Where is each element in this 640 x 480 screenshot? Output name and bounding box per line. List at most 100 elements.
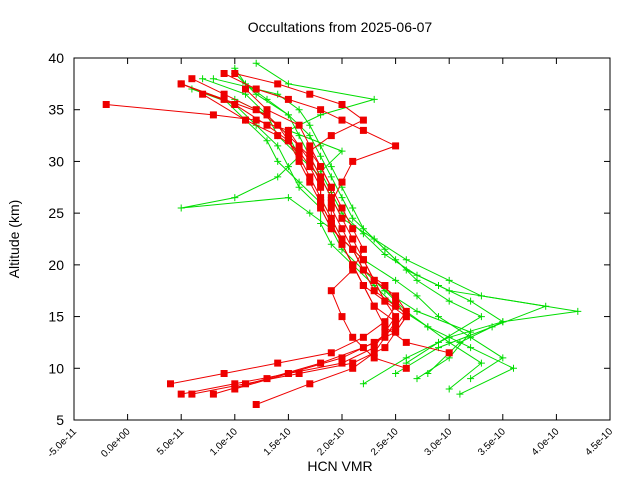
- series-0-profile-3-point-0: [413, 375, 421, 383]
- series-1-profile-4-point-15: [295, 121, 303, 129]
- y-tick-label-7: 40: [48, 50, 64, 66]
- series-1-profile-2-point-10: [338, 235, 346, 243]
- series-0-profile-6-point-13: [263, 95, 271, 103]
- series-1-profile-4-point-4: [392, 328, 400, 336]
- series-0-profile-6-point-2: [477, 313, 485, 321]
- series-1-profile-0-point-5: [381, 328, 389, 336]
- series-1-profile-4-point-2: [317, 359, 325, 367]
- series-0-profile-4-point-11: [177, 204, 185, 212]
- series-0-profile-6-point-1: [435, 338, 442, 346]
- series-1-profile-5-point-7: [327, 220, 335, 227]
- series-1-profile-4-point-10: [338, 225, 346, 233]
- series-0-profile-4-point-1: [510, 364, 517, 372]
- y-axis-label: Altitude (km): [6, 200, 22, 279]
- series-0-profile-5-point-1: [456, 338, 464, 346]
- series-1-profile-7-line: [181, 83, 407, 390]
- series-0-profile-4-point-13: [274, 173, 282, 181]
- series-0-profile-5-point-7: [359, 225, 367, 233]
- series-0-profile-5-point-0: [424, 370, 432, 377]
- series-0-profile-2-line: [181, 83, 483, 390]
- series-0-profile-3-point-9: [295, 183, 303, 191]
- series-0-profile-0-point-12: [317, 152, 325, 160]
- series-1-profile-2-point-2: [295, 370, 303, 377]
- series-1-profile-2-point-4: [381, 344, 389, 352]
- series-1-profile-3-point-5: [392, 318, 400, 326]
- series-1-profile-6-point-6: [359, 245, 367, 253]
- series-1-profile-4-point-16: [263, 106, 271, 114]
- series-1-profile-6-point-5: [349, 266, 357, 274]
- series-1-profile-7-point-14: [284, 132, 292, 140]
- series-1-profile-3-point-17: [220, 90, 228, 98]
- series-0-profile-7-point-2: [467, 333, 475, 341]
- series-1-profile-4-point-17: [242, 85, 249, 93]
- series-1-profile-1-point-7: [370, 287, 378, 295]
- series-1-profile-6-point-3: [338, 313, 346, 321]
- series-1-profile-7-point-4: [392, 323, 400, 331]
- series-1-profile-5-point-14: [317, 106, 325, 114]
- series-0-profile-4-point-18: [199, 75, 207, 83]
- series-0-profile-0-point-6: [445, 276, 453, 284]
- series-1-profile-1-point-14: [295, 147, 303, 155]
- series-0-profile-7-point-0: [467, 375, 475, 383]
- series-1-profile-5-point-17: [220, 70, 228, 77]
- series-0-profile-2-point-7: [327, 240, 335, 248]
- series-1-profile-0-point-16: [284, 126, 292, 134]
- series-1-profile-1-point-0: [167, 380, 174, 388]
- series-1-profile-3-point-14: [284, 137, 292, 145]
- series-1-profile-1-point-16: [242, 116, 249, 124]
- series-0-profile-5-point-13: [295, 106, 303, 114]
- series-1-profile-1-point-17: [199, 90, 207, 98]
- series-1-profile-3-point-12: [306, 178, 314, 186]
- series-1-profile-1-point-15: [274, 132, 282, 140]
- series-0-profile-4-point-2: [467, 344, 475, 352]
- series-0-profile-1-point-3: [542, 302, 550, 310]
- series-1-profile-0-point-14: [306, 157, 314, 165]
- series-0-profile-2-point-12: [263, 137, 271, 145]
- series-1-profile-0-point-6: [392, 313, 400, 321]
- series-1-profile-6-point-16: [274, 80, 282, 88]
- series-1-profile-0-point-0: [177, 390, 185, 398]
- series-1-profile-1-point-6: [392, 302, 400, 310]
- series-0-profile-5-point-8: [349, 204, 357, 212]
- series-0-profile-6-point-4: [413, 276, 421, 284]
- y-tick-label-6: 35: [48, 102, 64, 118]
- series-1-profile-6-point-0: [402, 364, 410, 372]
- series-0-profile-1-point-0: [392, 370, 400, 377]
- series-1-profile-2-point-14: [295, 152, 303, 160]
- series-0-profile-0-point-11: [327, 173, 335, 181]
- series-1-profile-4-point-0: [209, 390, 217, 398]
- series-1-profile-3-point-0: [252, 401, 260, 408]
- series-0-profile-2-point-2: [445, 338, 453, 346]
- series-0-profile-0-point-9: [349, 214, 357, 222]
- series-0-profile-5-point-15: [209, 75, 217, 83]
- series-0-profile-5-line: [213, 78, 504, 374]
- series-1-profile-6-point-14: [338, 101, 346, 108]
- series-1: [102, 70, 453, 408]
- series-1-profile-4-point-9: [349, 245, 357, 253]
- series-1-profile-2-point-16: [263, 121, 271, 129]
- series-1-profile-6-point-2: [349, 333, 357, 341]
- series-1-profile-0-point-13: [317, 178, 325, 186]
- series-1-profile-6-point-10: [317, 163, 325, 171]
- series-1-profile-1-point-4: [359, 333, 367, 341]
- series-1-profile-1-point-2: [274, 359, 282, 367]
- series-layer: [102, 59, 582, 408]
- y-tick-label-1: 10: [48, 360, 64, 376]
- series-1-profile-0-point-17: [252, 116, 260, 124]
- series-1-profile-4-point-7: [381, 282, 389, 289]
- series-1-profile-5-point-4: [359, 282, 367, 289]
- series-0-profile-4-point-12: [231, 194, 239, 202]
- series-1-profile-7-point-17: [177, 80, 185, 88]
- series-1-profile-6-point-8: [338, 204, 346, 212]
- series-1-profile-6-point-17: [231, 70, 239, 77]
- series-1-profile-5-point-0: [445, 349, 453, 357]
- series-0-profile-0-point-0: [359, 380, 367, 388]
- series-0-profile-4-point-9: [306, 209, 314, 217]
- series-0-profile-5-point-4: [435, 282, 442, 289]
- series-0-profile-3-point-3: [413, 307, 421, 315]
- y-tick-label-2: 15: [48, 309, 64, 325]
- series-1-profile-6-point-1: [370, 354, 378, 362]
- chart-title: Occultations from 2025-06-07: [248, 19, 433, 35]
- series-1-profile-2-point-1: [242, 380, 249, 388]
- series-1-profile-7-point-11: [327, 194, 335, 202]
